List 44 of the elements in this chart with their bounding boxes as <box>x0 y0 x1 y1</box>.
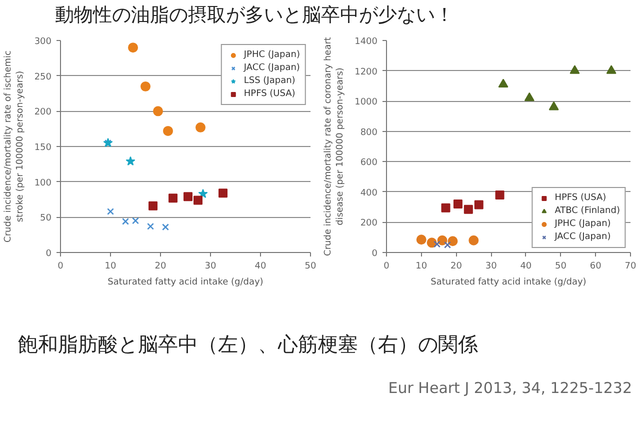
y-tick-label: 1400 <box>354 37 378 47</box>
legend-label: JACC (Japan) <box>554 232 611 242</box>
legend-label: JPHC (Japan) <box>244 50 300 60</box>
x-tick-label: 10 <box>104 262 116 272</box>
x-tick-label: 40 <box>254 262 266 272</box>
y-tick-label: 0 <box>46 249 52 259</box>
x-tick-label: 50 <box>304 262 316 272</box>
legend-label: HPFS (USA) <box>244 89 296 99</box>
y-axis-title: Crude incidence/mortality rate of ischemic stroke (per 100000 person-years) <box>3 50 26 242</box>
y-tick-label: 400 <box>360 188 378 198</box>
y-tick-label: 600 <box>360 158 378 168</box>
legend-label: ATBC (Finland) <box>554 206 620 216</box>
text: Eur Heart J 2013, 34, 1225-1232 <box>388 378 632 399</box>
x-tick-label: 20 <box>154 262 166 272</box>
y-tick-label: 1000 <box>354 98 378 108</box>
x-tick-label: 40 <box>520 262 532 272</box>
y-tick-label: 100 <box>34 178 52 188</box>
x-tick-label: 0 <box>58 262 64 272</box>
legend-label: HPFS (USA) <box>554 193 606 203</box>
y-tick-label: 50 <box>40 214 52 224</box>
text: 飽和脂肪酸と脳卒中（左）、心筋梗塞（右）の関係 <box>18 331 478 358</box>
x-axis-title: Saturated fatty acid intake (g/day) <box>430 278 586 288</box>
x-tick-label: 30 <box>204 262 216 272</box>
y-tick-label: 150 <box>34 143 52 153</box>
y-tick-label: 300 <box>34 37 52 47</box>
y-tick-label: 200 <box>360 218 378 229</box>
x-tick-label: 60 <box>590 262 602 272</box>
x-tick-label: 30 <box>485 262 498 272</box>
y-tick-label: 0 <box>372 249 378 259</box>
y-tick-label: 250 <box>34 72 52 82</box>
x-tick-label: 50 <box>555 262 567 272</box>
x-tick-label: 10 <box>416 262 428 272</box>
x-tick-label: 70 <box>624 262 636 272</box>
y-tick-label: 800 <box>360 128 378 138</box>
x-axis-title: Saturated fatty acid intake (g/day) <box>108 278 264 288</box>
x-tick-label: 0 <box>384 262 390 272</box>
chart-title: 動物性の油脂の摂取が多いと脳卒中が少ない！ <box>55 3 454 28</box>
legend-label: LSS (Japan) <box>244 76 296 86</box>
legend-label: JACC (Japan) <box>244 63 300 73</box>
x-tick-label: 20 <box>450 262 462 272</box>
y-axis-title: Crude incidence/mortality rate of coronary heart disease (per 100000 person-years) <box>324 36 346 256</box>
legend-label: JPHC (Japan) <box>554 219 611 229</box>
y-tick-label: 1200 <box>354 67 378 78</box>
y-tick-label: 200 <box>34 108 52 118</box>
